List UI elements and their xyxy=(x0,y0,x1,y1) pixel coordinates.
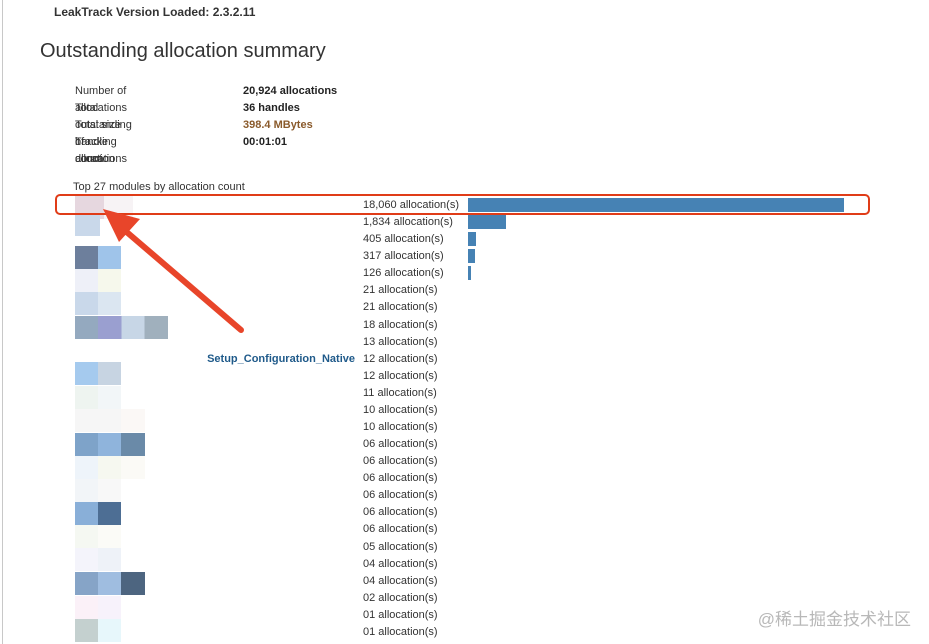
redacted-block xyxy=(75,362,121,385)
module-allocation-count: 01 allocation(s) xyxy=(363,608,438,621)
module-allocation-count: 18 allocation(s) xyxy=(363,318,438,331)
summary-value: 398.4 MBytes xyxy=(243,119,313,131)
redacted-block xyxy=(75,572,145,595)
module-row: 06 allocation(s) xyxy=(0,487,929,504)
module-row: 10 allocation(s) xyxy=(0,419,929,436)
module-row: 1,834 allocation(s) xyxy=(0,214,929,231)
redacted-block xyxy=(75,386,121,409)
module-row: Setup_Configuration_Native 12 allocation(… xyxy=(0,351,929,368)
redacted-block xyxy=(75,433,145,456)
allocation-bar xyxy=(468,249,475,264)
module-allocation-count: 13 allocation(s) xyxy=(363,335,438,348)
modules-section-title: Top 27 modules by allocation count xyxy=(73,181,245,193)
module-allocation-count: 05 allocation(s) xyxy=(363,540,438,553)
module-allocation-count: 1,834 allocation(s) xyxy=(363,216,453,229)
module-row: 06 allocation(s) xyxy=(0,436,929,453)
module-row: 21 allocation(s) xyxy=(0,299,929,316)
redacted-block xyxy=(75,456,145,479)
redacted-block xyxy=(75,246,121,269)
module-row: 13 allocation(s) xyxy=(0,334,929,351)
module-row: 01 allocation(s) xyxy=(0,607,929,624)
module-allocation-count: 04 allocation(s) xyxy=(363,557,438,570)
module-allocation-count: 12 allocation(s) xyxy=(363,369,438,382)
redacted-block xyxy=(75,525,121,548)
module-allocation-count: 06 allocation(s) xyxy=(363,506,438,519)
module-row: 11 allocation(s) xyxy=(0,385,929,402)
summary-label: Total size of allocations xyxy=(75,119,127,165)
redacted-block xyxy=(75,213,100,236)
version-label: LeakTrack Version Loaded: 2.3.2.11 xyxy=(54,5,256,19)
summary-label: Number of allocations xyxy=(75,85,127,114)
summary-value: 20,924 allocations xyxy=(243,85,338,97)
allocation-bar xyxy=(468,198,844,212)
module-allocation-count: 06 allocation(s) xyxy=(363,438,438,451)
module-row: 04 allocation(s) xyxy=(0,556,929,573)
module-row: 21 allocation(s) xyxy=(0,282,929,299)
redacted-block xyxy=(75,596,121,619)
redacted-block xyxy=(75,292,121,315)
redacted-block xyxy=(75,619,121,642)
module-row: 405 allocation(s) xyxy=(0,231,929,248)
module-allocation-count: 12 allocation(s) xyxy=(363,352,438,365)
redacted-block xyxy=(75,548,121,571)
module-allocation-count: 21 allocation(s) xyxy=(363,301,438,314)
module-allocation-count: 11 allocation(s) xyxy=(363,386,437,399)
module-row: 12 allocation(s) xyxy=(0,368,929,385)
module-row: 06 allocation(s) xyxy=(0,521,929,538)
module-allocation-count: 10 allocation(s) xyxy=(363,403,438,416)
redacted-block xyxy=(75,409,145,432)
watermark: @稀土掘金技术社区 xyxy=(757,610,911,629)
module-allocation-count: 126 allocation(s) xyxy=(363,267,444,280)
module-allocation-count: 21 allocation(s) xyxy=(363,284,438,297)
module-allocation-count: 18,060 allocation(s) xyxy=(363,199,460,211)
module-row: 01 allocation(s) xyxy=(0,624,929,641)
module-allocation-count: 06 allocation(s) xyxy=(363,489,438,502)
module-row: 06 allocation(s) xyxy=(0,470,929,487)
module-allocation-count: 04 allocation(s) xyxy=(363,574,438,587)
page-left-border xyxy=(2,0,3,644)
summary-value: 00:01:01 xyxy=(243,136,288,148)
modules-list: 18,060 allocation(s) 1,834 allocation(s) 4… xyxy=(0,197,929,641)
redacted-block xyxy=(75,502,121,525)
module-allocation-count: 02 allocation(s) xyxy=(363,591,438,604)
module-row: 18 allocation(s) xyxy=(0,317,929,334)
module-allocation-count: 06 allocation(s) xyxy=(363,472,438,485)
summary-label: Tracking duration xyxy=(75,136,117,165)
module-name-link[interactable]: Setup_Configuration_Native xyxy=(207,352,355,365)
highlight-box xyxy=(55,194,870,215)
module-row: 06 allocation(s) xyxy=(0,504,929,521)
allocation-bar xyxy=(468,215,506,230)
module-row: 02 allocation(s) xyxy=(0,590,929,607)
module-allocation-count: 06 allocation(s) xyxy=(363,455,438,468)
summary-label: Total outstanding handle count xyxy=(75,102,132,165)
module-allocation-count: 01 allocation(s) xyxy=(363,625,438,638)
module-allocation-count: 06 allocation(s) xyxy=(363,523,438,536)
module-row: 317 allocation(s) xyxy=(0,248,929,265)
module-row: 06 allocation(s) xyxy=(0,453,929,470)
module-row: 05 allocation(s) xyxy=(0,539,929,556)
module-allocation-count: 405 allocation(s) xyxy=(363,233,444,246)
allocation-bar xyxy=(468,266,471,281)
redacted-block xyxy=(75,316,168,339)
module-row: 126 allocation(s) xyxy=(0,265,929,282)
module-allocation-count: 317 allocation(s) xyxy=(363,250,444,263)
module-allocation-count: 10 allocation(s) xyxy=(363,421,438,434)
allocation-bar xyxy=(468,232,476,247)
redacted-block xyxy=(75,269,121,292)
redacted-block xyxy=(75,479,121,502)
module-row: 04 allocation(s) xyxy=(0,573,929,590)
module-row: 18,060 allocation(s) xyxy=(0,197,929,214)
summary-value: 36 handles xyxy=(243,102,300,114)
page-title: Outstanding allocation summary xyxy=(40,40,326,62)
module-row: 10 allocation(s) xyxy=(0,402,929,419)
